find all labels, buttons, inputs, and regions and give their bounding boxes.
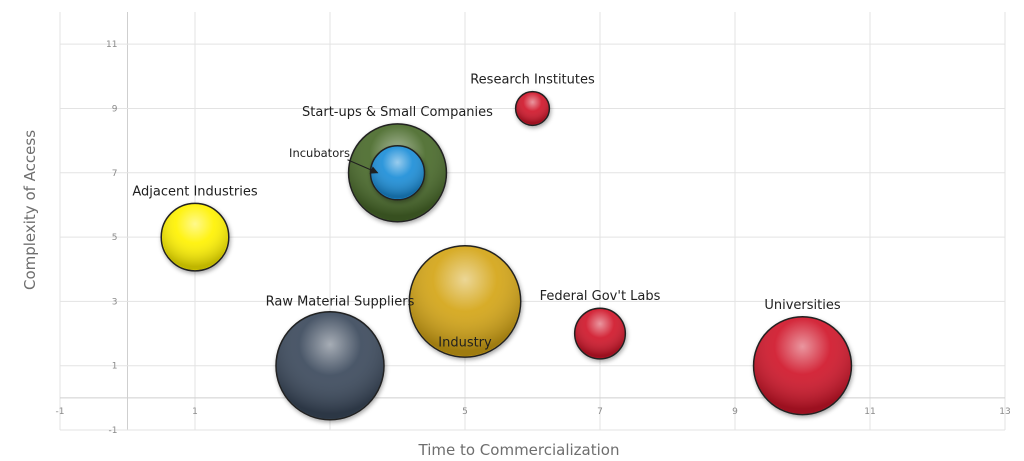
bubble-adjacent-industries — [160, 202, 230, 272]
bubble-raw-material-suppliers — [275, 310, 385, 421]
bubble-label: Incubators — [289, 146, 350, 160]
bubble-highlight — [162, 204, 228, 270]
bubble-label: Raw Material Suppliers — [266, 295, 415, 310]
bubble-labels: Research Institutes Start-ups & Small Com… — [132, 73, 840, 351]
y-tick-label: 5 — [112, 233, 118, 243]
x-axis-title: Time to Commercialization — [418, 441, 620, 459]
bubbles — [160, 90, 853, 421]
y-tick-label: -1 — [109, 426, 118, 436]
y-tick-label: 9 — [112, 104, 118, 114]
bubble-incubators — [369, 145, 426, 201]
y-tick-label: 3 — [112, 297, 118, 307]
x-tick-label: -1 — [56, 407, 65, 417]
bubble-federal-gov-t-labs — [573, 307, 627, 360]
y-tick-label: 11 — [106, 40, 117, 50]
bubble-label: Industry — [438, 335, 492, 350]
bubble-label: Start-ups & Small Companies — [302, 105, 493, 120]
x-tick-label: 1 — [192, 407, 198, 417]
x-tick-label: 5 — [462, 407, 468, 417]
bubble-label: Adjacent Industries — [132, 184, 257, 199]
bubble-highlight — [516, 92, 549, 125]
y-axis-title: Complexity of Access — [21, 130, 39, 290]
x-tick-label: 9 — [732, 407, 738, 417]
grid — [59, 12, 1006, 431]
bubble-highlight — [277, 312, 383, 419]
bubble-label: Research Institutes — [470, 73, 595, 88]
bubble-research-institutes — [514, 90, 551, 127]
bubble-industry — [408, 244, 522, 358]
bubble-highlight — [754, 317, 851, 414]
x-tick-label: 11 — [864, 407, 875, 417]
y-tick-label: 7 — [112, 169, 118, 179]
x-tick-label: 13 — [999, 407, 1010, 417]
bubble-highlight — [575, 309, 625, 358]
bubble-universities — [752, 316, 853, 416]
bubble-highlight — [371, 146, 424, 199]
y-tick-label: 1 — [112, 362, 118, 372]
bubble-highlight — [410, 246, 520, 357]
bubble-label: Universities — [764, 298, 840, 313]
bubble-label: Federal Gov't Labs — [540, 289, 661, 304]
incubators-callout-arrow — [347, 159, 379, 174]
x-tick-label: 7 — [597, 407, 603, 417]
